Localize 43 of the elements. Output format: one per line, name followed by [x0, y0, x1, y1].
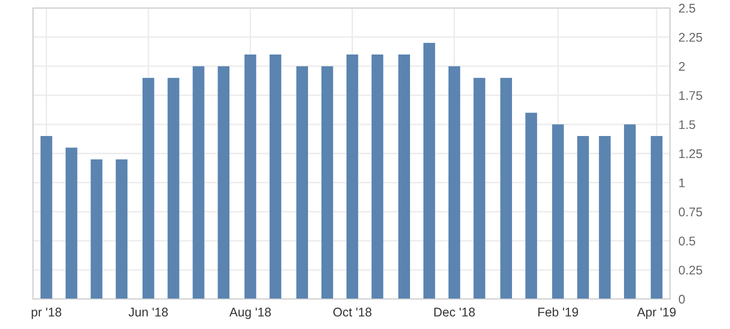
- bar: [552, 124, 564, 299]
- bar: [321, 66, 334, 299]
- bar: [66, 148, 78, 299]
- y-tick-label: 0.75: [678, 208, 702, 216]
- bar: [500, 78, 512, 299]
- bar: [398, 54, 410, 299]
- bar: [346, 54, 358, 299]
- x-tick-label: Apr '19: [637, 308, 676, 319]
- bar: [598, 136, 611, 299]
- x-tick-label: Jun '18: [128, 308, 168, 317]
- y-tick-label: 2: [678, 62, 685, 71]
- bar: [525, 112, 538, 299]
- bar: [448, 66, 460, 299]
- y-tick-label: 0: [678, 294, 685, 304]
- x-tick-label: pr '18: [32, 308, 62, 319]
- bar: [168, 78, 180, 299]
- bar: [474, 78, 486, 299]
- bar: [270, 54, 282, 299]
- bar: [218, 66, 230, 299]
- y-tick-label: 2.5: [678, 4, 696, 13]
- bar: [244, 54, 256, 299]
- bar: [577, 136, 589, 299]
- x-tick-label: Dec '18: [434, 308, 475, 317]
- bar: [142, 78, 154, 299]
- bar: [116, 159, 128, 299]
- y-tick-label: 1: [679, 178, 685, 188]
- bar: [650, 136, 662, 299]
- bar: [372, 54, 384, 299]
- y-tick-label: 1.75: [679, 91, 702, 100]
- y-tick-label: 0.5: [678, 236, 696, 246]
- x-tick-label: Oct '18: [333, 308, 372, 317]
- y-tick-label: 1.5: [679, 120, 696, 130]
- y-tick-label: 1.25: [679, 149, 702, 158]
- y-tick-label: 0.25: [678, 266, 702, 275]
- bar: [296, 66, 308, 299]
- bar: [192, 66, 204, 299]
- y-tick-label: 2.25: [678, 32, 702, 42]
- bar: [624, 124, 636, 299]
- x-tick-label: Aug '18: [229, 308, 271, 319]
- bar: [40, 136, 52, 299]
- bar: [423, 42, 436, 299]
- bar: [90, 159, 102, 299]
- x-tick-label: Feb '19: [538, 307, 578, 317]
